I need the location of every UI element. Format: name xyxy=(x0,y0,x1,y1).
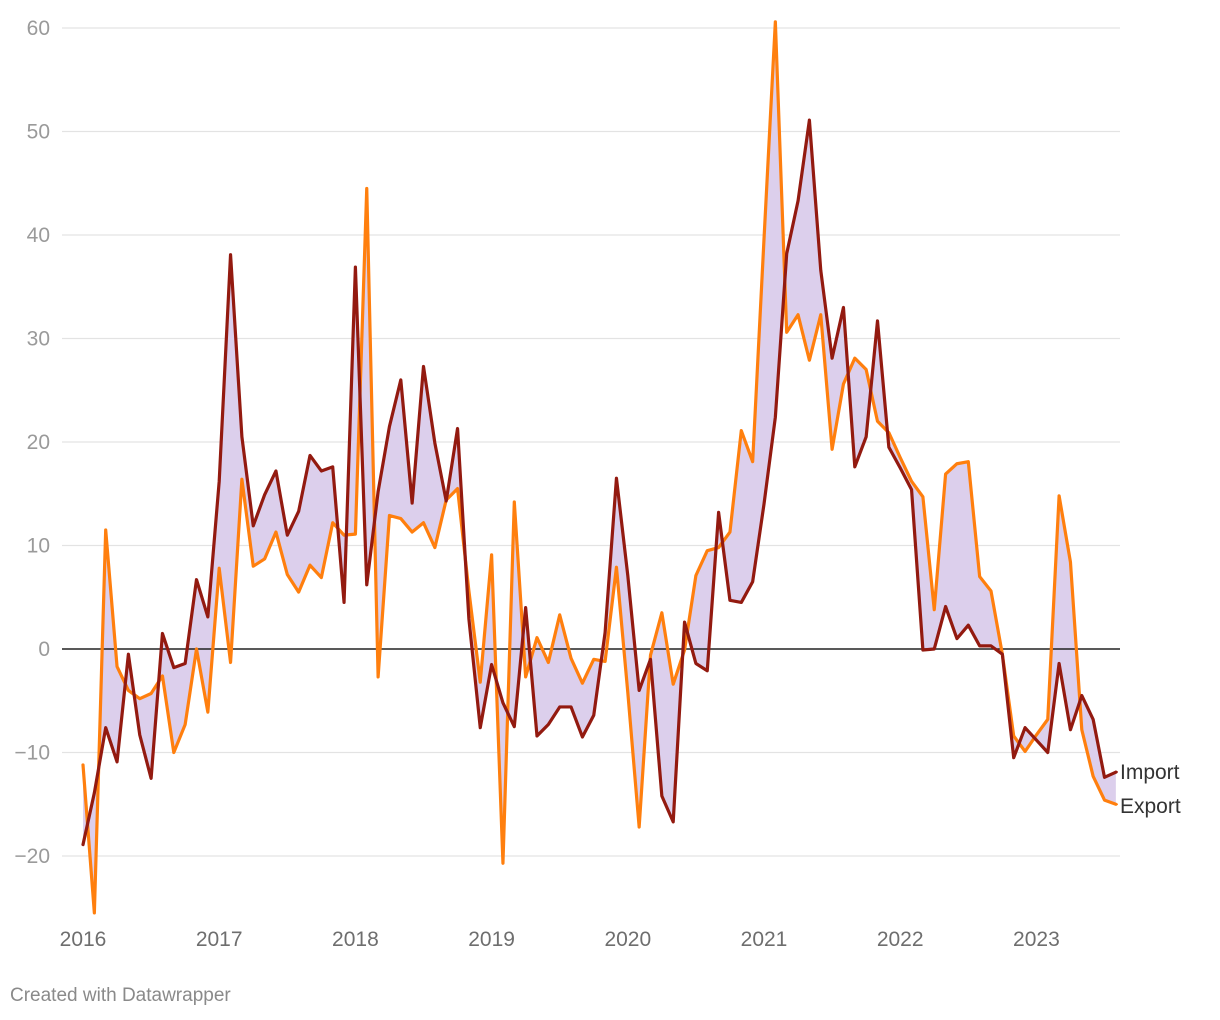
datawrapper-credit: Created with Datawrapper xyxy=(10,985,231,1006)
line-chart: 60 50 40 30 20 10 0 −10 −20 2016 2017 2018 2019 2020… xyxy=(14,17,1181,951)
y-tick-label: 20 xyxy=(27,431,50,454)
y-tick-label: 10 xyxy=(27,535,50,558)
series-direct-labels: Import Export xyxy=(1113,761,1181,818)
y-tick-label: −20 xyxy=(14,845,50,868)
series-lines xyxy=(81,20,1118,915)
export-line xyxy=(81,20,1118,915)
x-tick-label: 2023 xyxy=(1013,928,1060,951)
export-series-label: Export xyxy=(1120,795,1181,818)
y-axis-tick-labels: 60 50 40 30 20 10 0 −10 −20 xyxy=(14,17,50,868)
x-tick-label: 2018 xyxy=(332,928,379,951)
x-tick-label: 2021 xyxy=(741,928,788,951)
x-tick-label: 2020 xyxy=(604,928,651,951)
x-tick-label: 2017 xyxy=(196,928,243,951)
y-tick-label: 40 xyxy=(27,224,50,247)
difference-fill-area xyxy=(83,21,1116,913)
fill-between-export-import xyxy=(83,21,1116,913)
x-tick-label: 2016 xyxy=(60,928,107,951)
y-tick-label: −10 xyxy=(14,742,50,765)
y-tick-label: 60 xyxy=(27,17,50,40)
import-series-label: Import xyxy=(1120,761,1180,784)
y-tick-label: 50 xyxy=(27,121,50,144)
x-tick-label: 2019 xyxy=(468,928,515,951)
y-tick-label: 0 xyxy=(38,638,50,661)
import-line xyxy=(81,118,1118,847)
export-label-connector xyxy=(1113,803,1118,806)
x-tick-label: 2022 xyxy=(877,928,924,951)
import-label-connector xyxy=(1113,770,1119,773)
x-axis-tick-labels: 2016 2017 2018 2019 2020 2021 2022 2023 xyxy=(60,928,1060,951)
y-tick-label: 30 xyxy=(27,328,50,351)
